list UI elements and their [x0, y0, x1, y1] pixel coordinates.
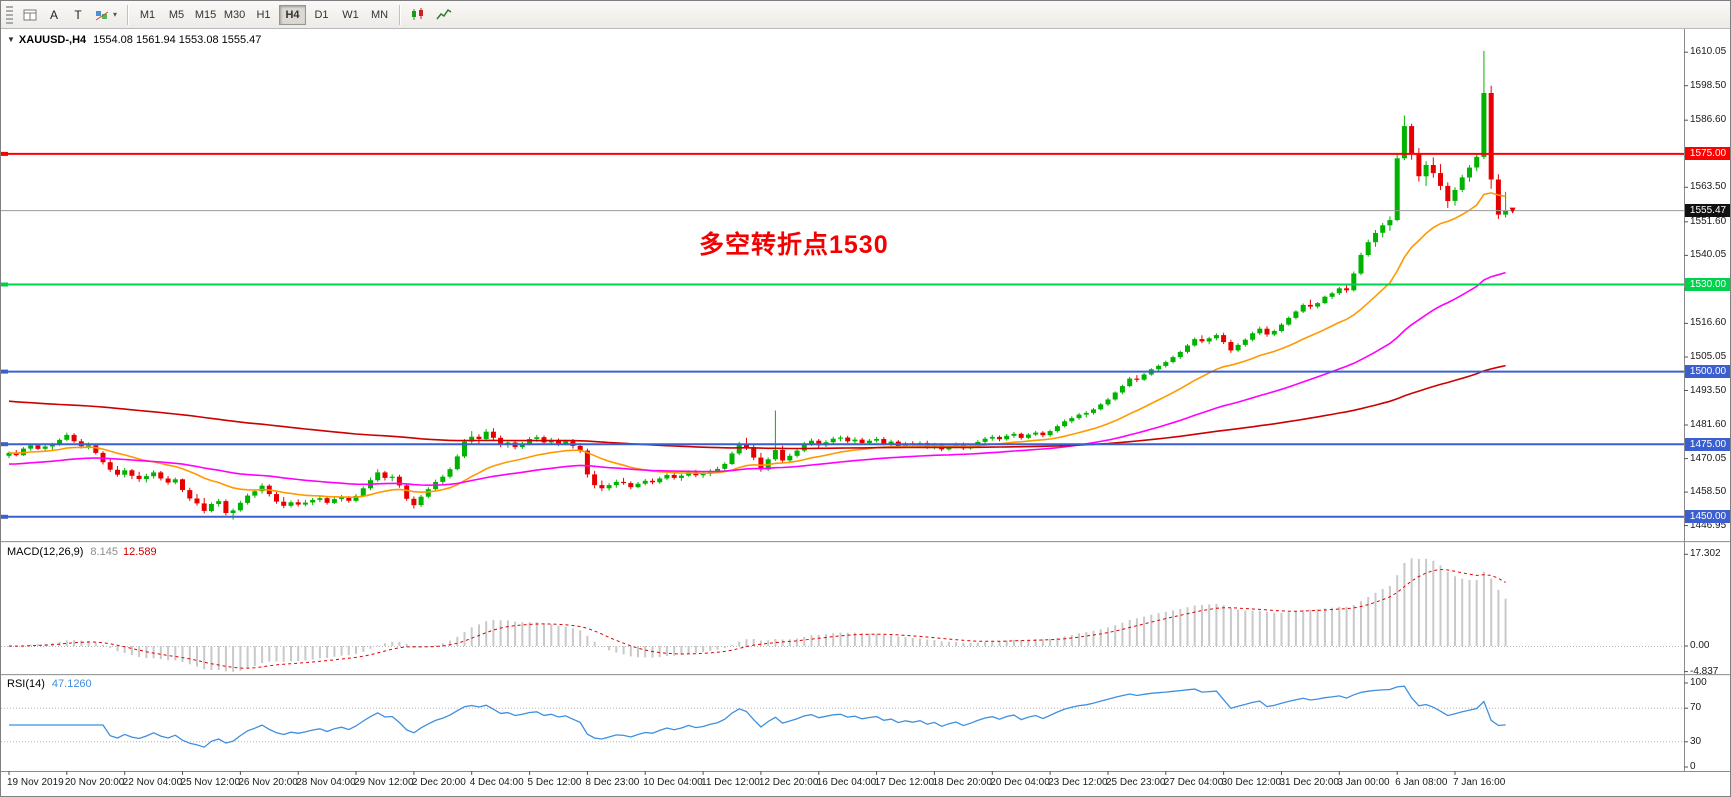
macd-name: MACD(12,26,9): [7, 546, 84, 558]
macd-signal-value: 12.589: [122, 546, 157, 558]
macd-indicator-label: MACD(12,26,9) 8.145 12.589: [7, 546, 157, 558]
candlestick-chart-icon: [412, 8, 424, 20]
timeframe-button-mn[interactable]: MN: [366, 5, 393, 25]
timeframe-button-d1[interactable]: D1: [308, 5, 335, 25]
rsi-line: [9, 685, 1506, 748]
price-direction-arrow: [1509, 207, 1516, 214]
price-axis[interactable]: [1684, 29, 1730, 769]
window-grid-icon: [23, 9, 37, 20]
timeframe-group: M1 M5 M15 M30 H1 H4 D1 W1 MN: [133, 4, 394, 25]
rsi-indicator-label: RSI(14) 47.1260: [7, 678, 92, 690]
shapes-icon: [95, 10, 109, 20]
timeframe-button-h4[interactable]: H4: [279, 4, 307, 25]
chevron-down-icon: ▾: [113, 10, 118, 19]
timeframe-button-m30[interactable]: M30: [221, 5, 248, 25]
chart-window-button[interactable]: [18, 4, 42, 26]
chart-title: ▼ XAUUSD-,H4 1554.08 1561.94 1553.08 1555.…: [7, 34, 261, 46]
horizontal-level-lines[interactable]: [1, 151, 1684, 519]
timeframe-button-m15[interactable]: M15: [192, 5, 219, 25]
macd-signal-line: [8, 568, 1506, 669]
shapes-dropdown-button[interactable]: ▾: [90, 4, 122, 26]
symbol-caret-icon[interactable]: ▼: [7, 35, 15, 44]
ma-fast-orange-line: [8, 192, 1506, 499]
ma-slow-red-line: [8, 364, 1506, 450]
ma-mid-magenta-line: [8, 271, 1506, 487]
timeframe-button-h1[interactable]: H1: [250, 5, 277, 25]
chart-symbol-timeframe: XAUUSD-,H4: [18, 34, 87, 46]
toolbar-separator: [127, 4, 129, 25]
candlestick-chart-type-button[interactable]: [405, 4, 431, 26]
toolbar: A T ▾ M1 M5 M15 M30 H1 H4 D1 W1 MN: [1, 1, 1730, 29]
chart-canvas: [1, 29, 1730, 796]
time-axis[interactable]: [1, 769, 1682, 796]
axis-ticks: [8, 51, 1688, 775]
macd-histogram: [8, 558, 1507, 672]
text-tool-button[interactable]: T: [66, 4, 90, 26]
timeframe-button-w1[interactable]: W1: [337, 5, 364, 25]
chart-annotation-text[interactable]: 多空转折点1530: [699, 231, 889, 259]
line-chart-icon: [436, 8, 452, 20]
timeframe-button-m1[interactable]: M1: [134, 5, 161, 25]
chart-ohlc-values: 1554.08 1561.94 1553.08 1555.47: [93, 34, 262, 46]
rsi-name: RSI(14): [7, 678, 45, 690]
line-chart-type-button[interactable]: [431, 4, 457, 26]
rsi-value: 47.1260: [51, 678, 92, 690]
toolbar-separator: [399, 4, 401, 25]
timeframe-button-m5[interactable]: M5: [163, 5, 190, 25]
cursor-tool-button[interactable]: A: [42, 4, 66, 26]
macd-main-value: 8.145: [90, 546, 118, 558]
toolbar-grip[interactable]: [6, 5, 13, 24]
chart-plot-area[interactable]: 1610.05 1598.50 1586.60 1563.50 1551.60 1540.…: [1, 29, 1730, 796]
